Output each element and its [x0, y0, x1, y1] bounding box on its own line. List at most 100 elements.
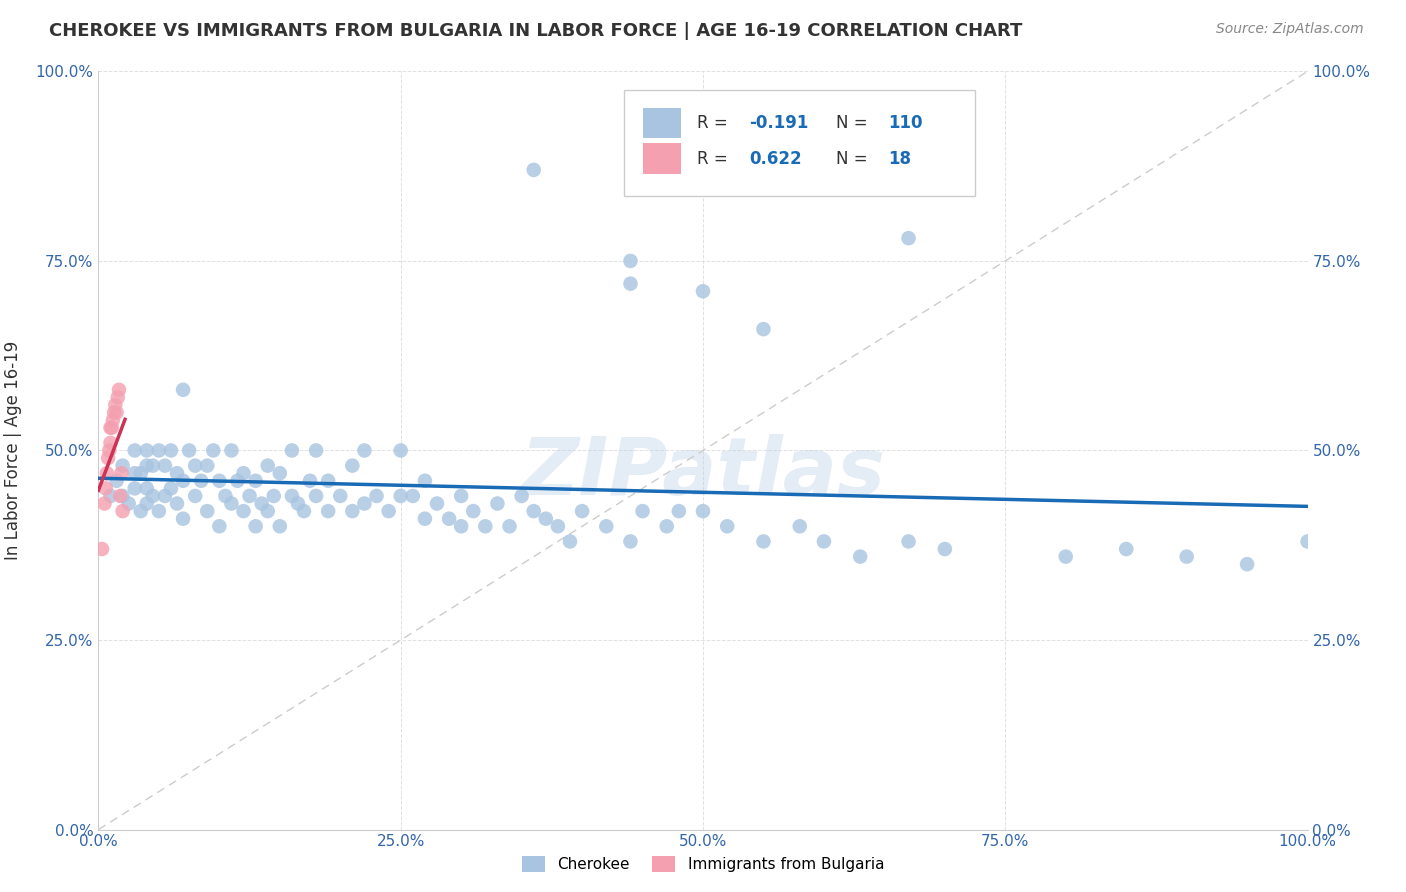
- Point: [232, 504, 254, 518]
- Point: [595, 519, 617, 533]
- Point: [474, 519, 496, 533]
- Point: [190, 474, 212, 488]
- Point: [897, 231, 920, 245]
- Point: [523, 163, 546, 178]
- Point: [250, 496, 273, 510]
- Point: [100, 421, 122, 435]
- Point: [342, 458, 364, 473]
- Text: 0.622: 0.622: [749, 150, 801, 168]
- Point: [232, 467, 254, 481]
- Point: [281, 489, 304, 503]
- Text: N =: N =: [837, 114, 873, 132]
- Point: [534, 512, 557, 526]
- Text: -0.191: -0.191: [749, 114, 808, 132]
- Point: [184, 458, 207, 473]
- Point: [292, 504, 315, 518]
- Point: [135, 458, 157, 473]
- Point: [789, 519, 811, 533]
- Point: [160, 443, 183, 458]
- Point: [619, 277, 641, 291]
- Point: [716, 519, 738, 533]
- Point: [202, 443, 225, 458]
- Point: [96, 467, 118, 481]
- Point: [389, 489, 412, 503]
- Point: [849, 549, 872, 564]
- Text: Source: ZipAtlas.com: Source: ZipAtlas.com: [1216, 22, 1364, 37]
- Point: [148, 443, 170, 458]
- Text: ZIPatlas: ZIPatlas: [520, 434, 886, 512]
- Point: [142, 458, 165, 473]
- Point: [100, 421, 122, 435]
- Point: [239, 489, 262, 503]
- Text: R =: R =: [697, 114, 733, 132]
- Point: [129, 504, 152, 518]
- Text: R =: R =: [697, 150, 733, 168]
- Point: [1115, 542, 1137, 557]
- Point: [105, 474, 128, 488]
- Point: [124, 443, 146, 458]
- Point: [668, 504, 690, 518]
- Point: [547, 519, 569, 533]
- Point: [281, 443, 304, 458]
- Point: [269, 519, 291, 533]
- Point: [103, 405, 125, 420]
- Point: [245, 474, 267, 488]
- Point: [105, 405, 128, 420]
- Point: [523, 504, 546, 518]
- Point: [184, 489, 207, 503]
- Point: [108, 489, 131, 503]
- Point: [111, 458, 134, 473]
- Point: [94, 482, 117, 496]
- Point: [135, 482, 157, 496]
- Point: [195, 458, 218, 473]
- Point: [813, 534, 835, 549]
- Point: [179, 443, 201, 458]
- Point: [221, 443, 243, 458]
- Point: [426, 496, 449, 510]
- Point: [631, 504, 654, 518]
- Point: [153, 489, 176, 503]
- Point: [1054, 549, 1077, 564]
- Point: [108, 383, 131, 397]
- Point: [107, 391, 129, 405]
- Point: [135, 443, 157, 458]
- Point: [245, 519, 267, 533]
- Point: [437, 512, 460, 526]
- Point: [104, 398, 127, 412]
- Point: [1236, 557, 1258, 572]
- Point: [299, 474, 322, 488]
- Point: [208, 519, 231, 533]
- Point: [100, 489, 122, 503]
- Point: [98, 443, 121, 458]
- Point: [287, 496, 309, 510]
- Point: [166, 496, 188, 510]
- Point: [91, 542, 114, 557]
- Point: [256, 458, 278, 473]
- Point: [413, 512, 436, 526]
- Point: [571, 504, 593, 518]
- FancyBboxPatch shape: [624, 90, 976, 196]
- Text: 18: 18: [889, 150, 911, 168]
- Point: [124, 467, 146, 481]
- Point: [558, 534, 581, 549]
- Point: [160, 482, 183, 496]
- Point: [450, 489, 472, 503]
- Point: [342, 504, 364, 518]
- Y-axis label: In Labor Force | Age 16-19: In Labor Force | Age 16-19: [4, 341, 21, 560]
- Point: [655, 519, 678, 533]
- Point: [377, 504, 399, 518]
- Point: [692, 504, 714, 518]
- Point: [101, 413, 124, 427]
- Point: [195, 504, 218, 518]
- Point: [153, 458, 176, 473]
- Point: [305, 489, 328, 503]
- Point: [934, 542, 956, 557]
- Point: [111, 504, 134, 518]
- Point: [172, 383, 194, 397]
- Point: [93, 496, 115, 510]
- Point: [752, 534, 775, 549]
- Point: [263, 489, 285, 503]
- Point: [752, 322, 775, 336]
- Point: [1296, 534, 1319, 549]
- Point: [353, 443, 375, 458]
